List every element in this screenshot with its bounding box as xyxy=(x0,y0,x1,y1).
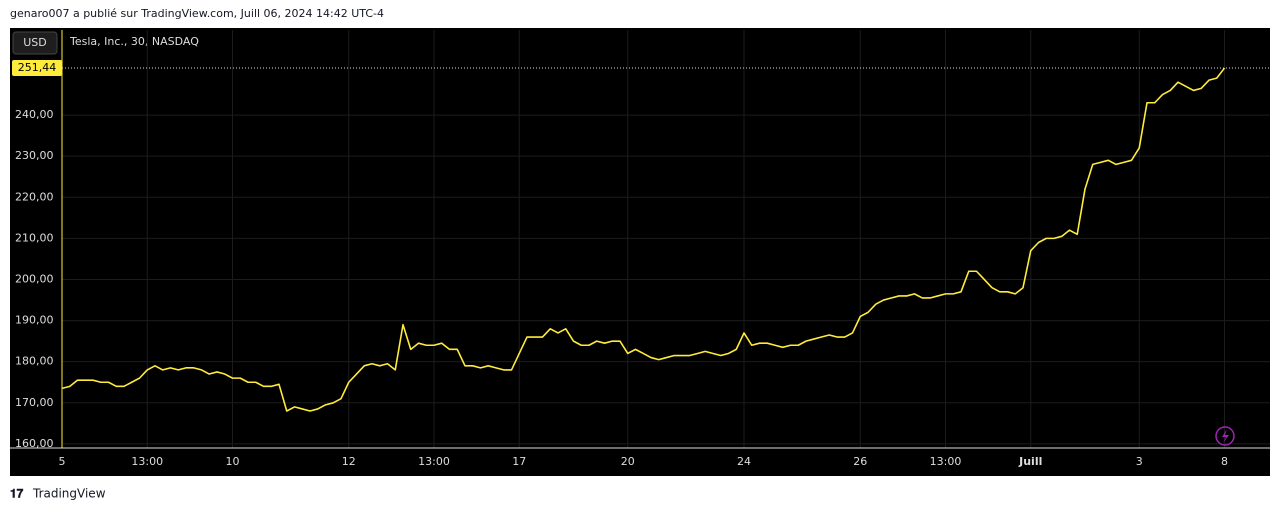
x-tick-label: 8 xyxy=(1221,455,1228,468)
header: genaro007 a publié sur TradingView.com, … xyxy=(10,7,384,20)
x-tick-label: 13:00 xyxy=(930,455,962,468)
plot xyxy=(61,67,1270,412)
chart-title: Tesla, Inc., 30, NASDAQ xyxy=(69,35,199,48)
x-tick-label: 12 xyxy=(342,455,356,468)
y-tick-label: 200,00 xyxy=(15,272,54,285)
currency: USD xyxy=(23,36,47,49)
x-tick-label: Juill xyxy=(1018,455,1042,468)
brand: TradingView xyxy=(32,487,106,501)
price-line xyxy=(61,67,1226,412)
y-tick-label: 210,00 xyxy=(15,231,54,244)
x-tick-label: 13:00 xyxy=(418,455,450,468)
x-tick-label: 24 xyxy=(737,455,751,468)
last-price-label: 251,44 xyxy=(18,61,57,74)
alert-icon[interactable] xyxy=(1215,426,1235,446)
last-price-box xyxy=(12,60,62,77)
x-tick-label: 13:00 xyxy=(131,455,163,468)
x-tick-label: 20 xyxy=(621,455,635,468)
y-tick-label: 190,00 xyxy=(15,314,54,327)
chart-frame xyxy=(10,28,1270,476)
y-tick-label: 160,00 xyxy=(15,437,54,450)
y-tick-label: 180,00 xyxy=(15,355,54,368)
x-tick-label: 5 xyxy=(59,455,66,468)
alert-icon-bolt xyxy=(1222,429,1229,443)
y-tick-label: 170,00 xyxy=(15,396,54,409)
y-tick-label: 220,00 xyxy=(15,190,54,203)
x-tick-label: 10 xyxy=(226,455,240,468)
currency-box xyxy=(12,31,58,55)
y-tick-label: 240,00 xyxy=(15,108,54,121)
x-tick-label: 17 xyxy=(512,455,526,468)
x-tick-label: 26 xyxy=(853,455,867,468)
x-tick-label: 3 xyxy=(1136,455,1143,468)
y-tick-label: 230,00 xyxy=(15,149,54,162)
brand-logo: 𝟏𝟕 xyxy=(10,487,24,501)
